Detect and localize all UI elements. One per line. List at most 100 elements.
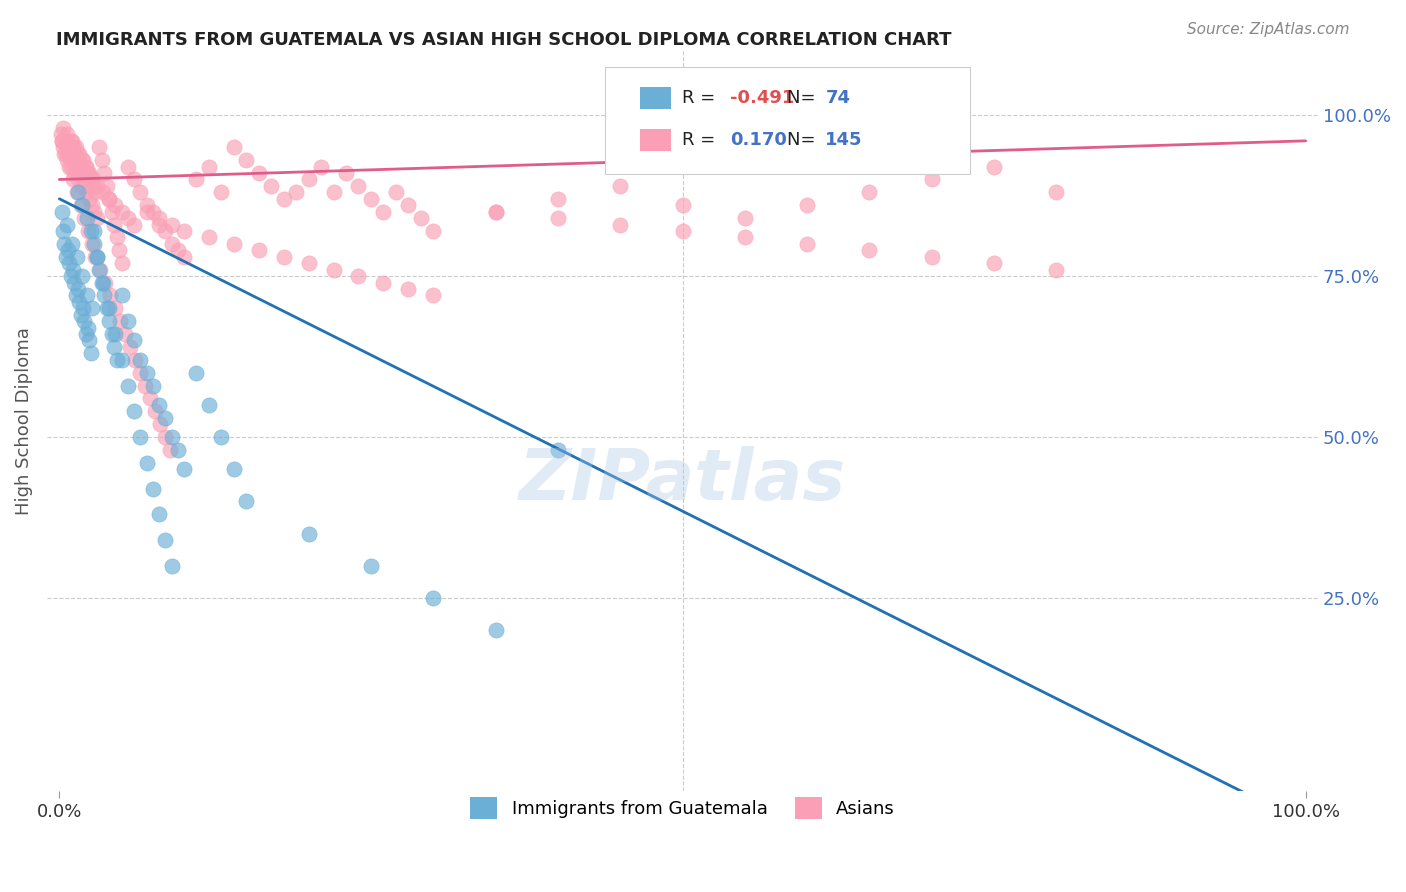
Point <box>122 172 145 186</box>
Point <box>104 198 127 212</box>
Point <box>75 160 97 174</box>
Point <box>55 146 77 161</box>
Point <box>76 211 98 226</box>
Point <box>285 186 308 200</box>
Point <box>422 224 444 238</box>
Point <box>149 417 172 432</box>
Point <box>796 236 818 251</box>
Point <box>166 442 188 457</box>
Point <box>52 120 75 135</box>
Point <box>921 250 943 264</box>
Point <box>117 378 139 392</box>
Point <box>155 410 177 425</box>
Point <box>80 236 103 251</box>
Point <box>120 340 142 354</box>
Legend: Immigrants from Guatemala, Asians: Immigrants from Guatemala, Asians <box>463 790 903 827</box>
Point <box>67 146 90 161</box>
Point <box>59 134 82 148</box>
Point <box>51 134 73 148</box>
Point <box>79 224 101 238</box>
Point <box>247 166 270 180</box>
Point <box>160 236 183 251</box>
Text: R =: R = <box>682 89 721 107</box>
Point <box>360 558 382 573</box>
Point <box>209 430 232 444</box>
Point <box>69 166 91 180</box>
Point <box>70 269 93 284</box>
Point <box>117 211 139 226</box>
Point <box>52 224 75 238</box>
Point <box>59 269 82 284</box>
Text: IMMIGRANTS FROM GUATEMALA VS ASIAN HIGH SCHOOL DIPLOMA CORRELATION CHART: IMMIGRANTS FROM GUATEMALA VS ASIAN HIGH … <box>56 31 952 49</box>
Point <box>89 262 111 277</box>
Point <box>93 166 115 180</box>
Point <box>547 211 569 226</box>
Point <box>53 236 76 251</box>
Point <box>609 178 631 193</box>
Point <box>103 340 125 354</box>
Point <box>83 236 105 251</box>
Point <box>67 186 90 200</box>
Point <box>53 146 76 161</box>
Point <box>105 230 128 244</box>
Point <box>65 140 87 154</box>
Point <box>98 314 121 328</box>
Point <box>104 301 127 316</box>
Point <box>198 230 221 244</box>
Point <box>124 352 146 367</box>
Point <box>297 526 319 541</box>
Point <box>77 192 100 206</box>
Point <box>59 160 82 174</box>
Point <box>73 211 96 226</box>
Point <box>79 346 101 360</box>
Point <box>142 482 165 496</box>
Point <box>89 262 111 277</box>
Point <box>83 224 105 238</box>
Point <box>671 224 693 238</box>
Point <box>80 301 103 316</box>
Point <box>173 250 195 264</box>
Point <box>60 236 83 251</box>
Point <box>160 218 183 232</box>
Point <box>72 153 94 168</box>
Point <box>77 334 100 348</box>
Point <box>484 624 506 638</box>
Point <box>55 250 77 264</box>
Point <box>186 172 208 186</box>
Point <box>160 558 183 573</box>
Point <box>129 366 152 380</box>
Point <box>360 192 382 206</box>
Point <box>122 334 145 348</box>
Point <box>155 430 177 444</box>
Point <box>547 442 569 457</box>
Point <box>69 308 91 322</box>
Point <box>86 178 108 193</box>
Point <box>58 146 80 161</box>
Point <box>297 172 319 186</box>
Point <box>198 398 221 412</box>
Point <box>63 140 86 154</box>
Point <box>135 198 157 212</box>
Point <box>62 153 84 168</box>
Point <box>1045 186 1067 200</box>
Point <box>77 166 100 180</box>
Text: N=: N= <box>787 89 821 107</box>
Text: 145: 145 <box>825 131 863 149</box>
Point <box>51 134 73 148</box>
Point <box>86 250 108 264</box>
Point <box>60 134 83 148</box>
Point <box>858 186 880 200</box>
Text: 74: 74 <box>825 89 851 107</box>
Point <box>105 352 128 367</box>
Point <box>79 172 101 186</box>
Point <box>51 204 73 219</box>
Point <box>77 224 100 238</box>
Point <box>547 192 569 206</box>
Point <box>66 250 89 264</box>
Point <box>122 404 145 418</box>
Point <box>49 128 72 142</box>
Text: R =: R = <box>682 131 721 149</box>
Point <box>247 244 270 258</box>
Point <box>309 160 332 174</box>
Point <box>198 160 221 174</box>
